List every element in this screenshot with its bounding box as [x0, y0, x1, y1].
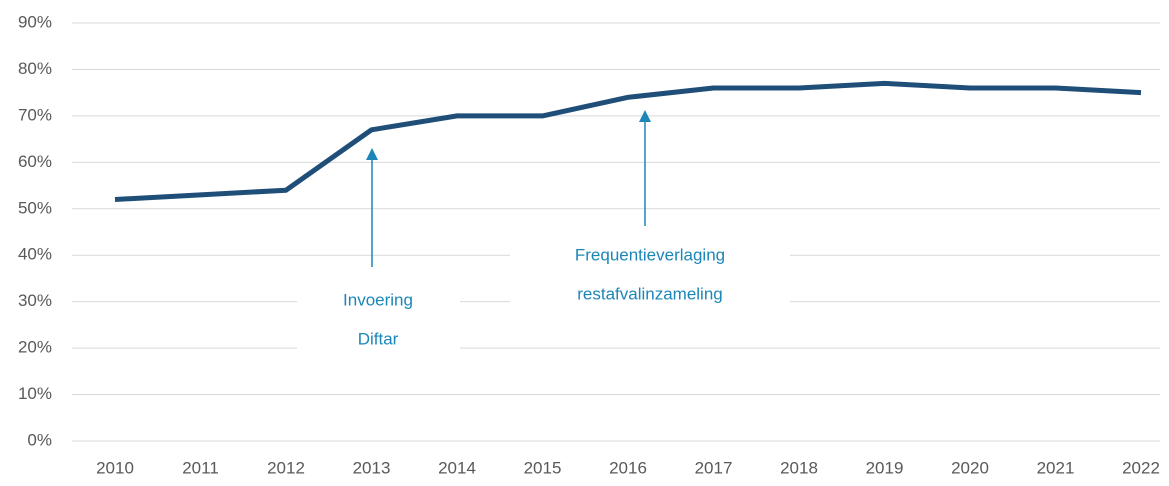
x-tick-label: 2010: [96, 458, 134, 477]
annotation-arrowhead: [366, 148, 378, 160]
x-tick-label: 2012: [267, 458, 305, 477]
y-tick-label: 70%: [18, 105, 52, 124]
annotation-text: Diftar: [358, 329, 399, 348]
x-tick-label: 2017: [695, 458, 733, 477]
annotation-text: Invoering: [343, 290, 413, 309]
annotation-bg: [297, 280, 460, 350]
y-tick-label: 40%: [18, 245, 52, 264]
annotation-arrowhead: [639, 110, 651, 122]
y-tick-label: 80%: [18, 59, 52, 78]
y-tick-label: 60%: [18, 152, 52, 171]
x-tick-label: 2014: [438, 458, 476, 477]
x-tick-label: 2011: [182, 458, 219, 477]
data-line: [114, 80, 1142, 202]
y-tick-label: 30%: [18, 291, 52, 310]
annotation-bg: [510, 236, 790, 306]
x-tick-label: 2013: [353, 458, 391, 477]
y-tick-label: 20%: [18, 338, 52, 357]
x-tick-label: 2015: [524, 458, 562, 477]
x-tick-label: 2019: [866, 458, 904, 477]
annotation-text: restafvalinzameling: [577, 284, 723, 303]
y-tick-label: 50%: [18, 198, 52, 217]
x-tick-label: 2016: [609, 458, 647, 477]
y-tick-label: 10%: [18, 384, 52, 403]
x-tick-label: 2020: [951, 458, 989, 477]
x-tick-label: 2022: [1122, 458, 1160, 477]
x-tick-label: 2018: [780, 458, 818, 477]
y-tick-label: 0%: [27, 430, 52, 449]
x-tick-label: 2021: [1037, 458, 1075, 477]
y-tick-label: 90%: [18, 12, 52, 31]
annotation-text: Frequentieverlaging: [575, 245, 725, 264]
